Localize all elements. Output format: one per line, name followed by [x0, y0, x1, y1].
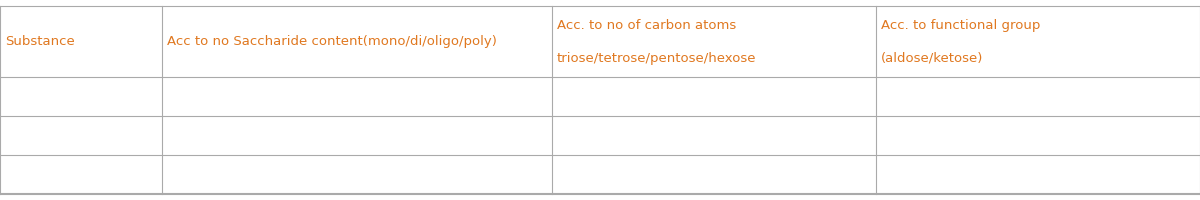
Text: (aldose/ketose): (aldose/ketose) — [881, 52, 983, 65]
Text: Acc. to functional group: Acc. to functional group — [881, 19, 1040, 32]
Text: triose/tetrose/pentose/hexose: triose/tetrose/pentose/hexose — [557, 52, 756, 65]
Text: Substance: Substance — [5, 35, 74, 48]
Text: Acc to no Saccharide content(mono/di/oligo/poly): Acc to no Saccharide content(mono/di/oli… — [167, 35, 497, 48]
Text: Acc. to no of carbon atoms: Acc. to no of carbon atoms — [557, 19, 736, 32]
